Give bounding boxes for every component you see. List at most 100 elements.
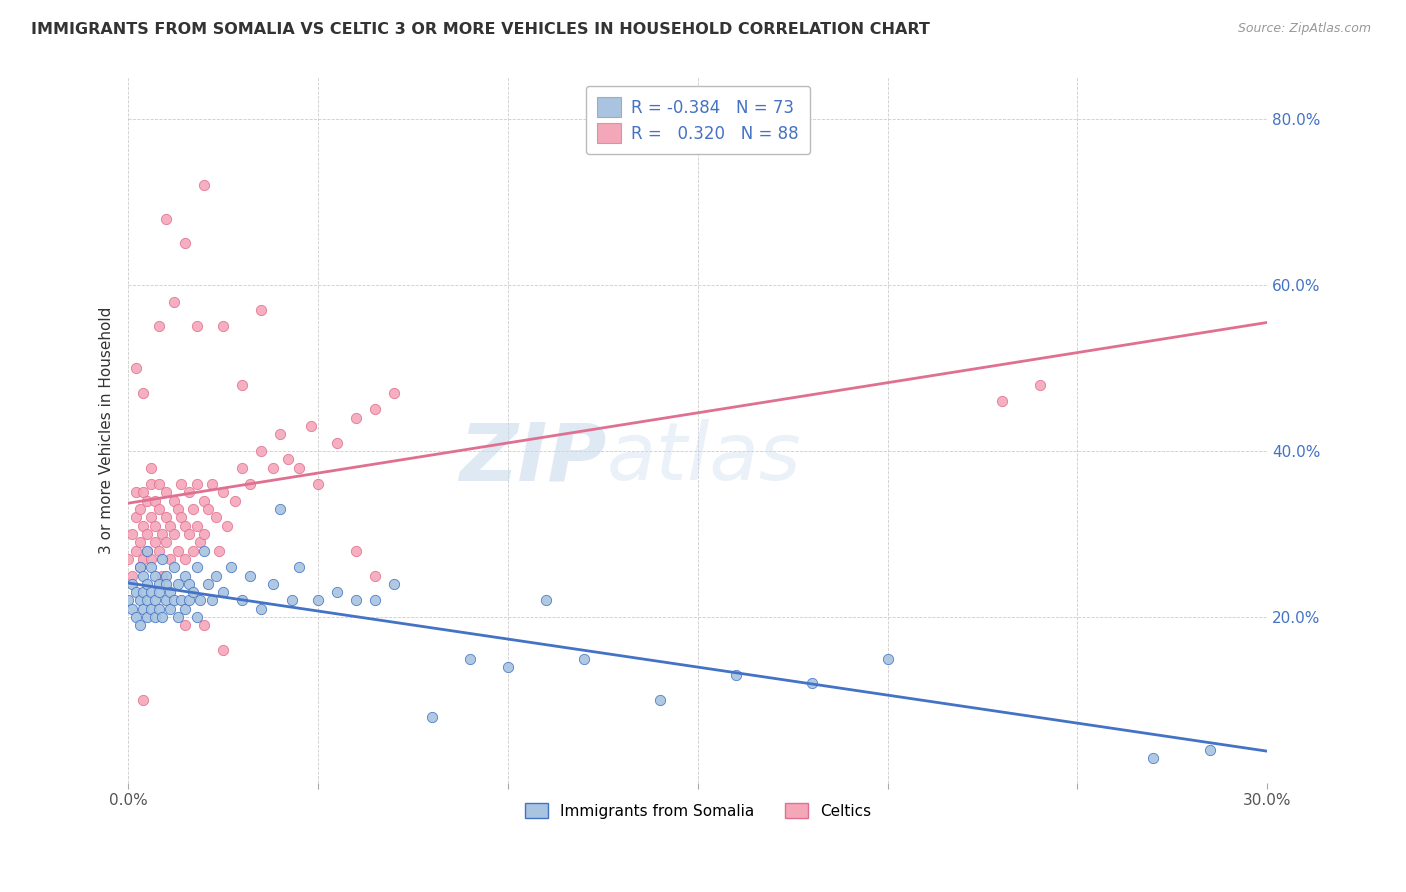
Point xyxy=(170,477,193,491)
Point xyxy=(262,460,284,475)
Point xyxy=(250,302,273,317)
Point xyxy=(139,552,162,566)
Point xyxy=(136,610,159,624)
Point xyxy=(344,543,367,558)
Point xyxy=(132,693,155,707)
Point xyxy=(159,585,181,599)
Point xyxy=(724,668,747,682)
Point xyxy=(208,543,231,558)
Point xyxy=(132,552,155,566)
Point xyxy=(152,527,174,541)
Point xyxy=(159,601,181,615)
Point xyxy=(125,585,148,599)
Point xyxy=(212,319,235,334)
Point xyxy=(193,618,215,632)
Point xyxy=(132,485,155,500)
Point xyxy=(193,178,215,193)
Point xyxy=(152,568,174,582)
Point xyxy=(132,568,155,582)
Point xyxy=(299,419,322,434)
Point xyxy=(136,543,159,558)
Point xyxy=(128,618,150,632)
Point xyxy=(125,543,148,558)
Point xyxy=(125,610,148,624)
Point xyxy=(148,576,170,591)
Point xyxy=(250,444,273,458)
Point xyxy=(163,493,186,508)
Point xyxy=(344,593,367,607)
Point xyxy=(177,527,200,541)
Point xyxy=(125,510,148,524)
Point xyxy=(143,493,166,508)
Point xyxy=(128,560,150,574)
Point xyxy=(239,568,262,582)
Point xyxy=(132,518,155,533)
Point xyxy=(876,651,898,665)
Point xyxy=(174,601,197,615)
Point xyxy=(148,477,170,491)
Point xyxy=(1028,377,1050,392)
Point xyxy=(186,518,208,533)
Point xyxy=(155,510,177,524)
Point xyxy=(166,543,188,558)
Point xyxy=(204,510,226,524)
Point xyxy=(136,527,159,541)
Point xyxy=(166,502,188,516)
Point xyxy=(148,585,170,599)
Point xyxy=(143,593,166,607)
Point xyxy=(139,560,162,574)
Point xyxy=(201,477,224,491)
Point xyxy=(128,593,150,607)
Point xyxy=(166,576,188,591)
Point xyxy=(128,535,150,549)
Point xyxy=(181,502,204,516)
Point xyxy=(212,585,235,599)
Point xyxy=(224,493,246,508)
Point xyxy=(121,576,143,591)
Point xyxy=(143,518,166,533)
Point xyxy=(132,585,155,599)
Point xyxy=(148,502,170,516)
Point xyxy=(1199,743,1222,757)
Point xyxy=(800,676,823,690)
Point xyxy=(307,477,329,491)
Point xyxy=(170,593,193,607)
Text: IMMIGRANTS FROM SOMALIA VS CELTIC 3 OR MORE VEHICLES IN HOUSEHOLD CORRELATION CH: IMMIGRANTS FROM SOMALIA VS CELTIC 3 OR M… xyxy=(31,22,929,37)
Point xyxy=(231,377,253,392)
Point xyxy=(364,568,387,582)
Point xyxy=(204,568,226,582)
Point xyxy=(136,593,159,607)
Point xyxy=(139,585,162,599)
Point xyxy=(197,576,219,591)
Point xyxy=(128,502,150,516)
Point xyxy=(288,460,311,475)
Point xyxy=(170,510,193,524)
Point xyxy=(136,493,159,508)
Point xyxy=(231,593,253,607)
Point xyxy=(136,543,159,558)
Point xyxy=(177,576,200,591)
Point xyxy=(163,527,186,541)
Point xyxy=(139,601,162,615)
Point xyxy=(344,410,367,425)
Point xyxy=(121,568,143,582)
Point xyxy=(155,535,177,549)
Point xyxy=(174,518,197,533)
Point xyxy=(128,560,150,574)
Point xyxy=(277,452,299,467)
Point xyxy=(155,576,177,591)
Point xyxy=(382,385,405,400)
Point xyxy=(174,236,197,251)
Point xyxy=(197,502,219,516)
Point xyxy=(231,460,253,475)
Point xyxy=(117,593,139,607)
Point xyxy=(201,593,224,607)
Text: ZIP: ZIP xyxy=(460,419,606,498)
Point xyxy=(152,552,174,566)
Point xyxy=(163,593,186,607)
Point xyxy=(166,610,188,624)
Point xyxy=(143,535,166,549)
Point xyxy=(262,576,284,591)
Point xyxy=(152,610,174,624)
Point xyxy=(139,510,162,524)
